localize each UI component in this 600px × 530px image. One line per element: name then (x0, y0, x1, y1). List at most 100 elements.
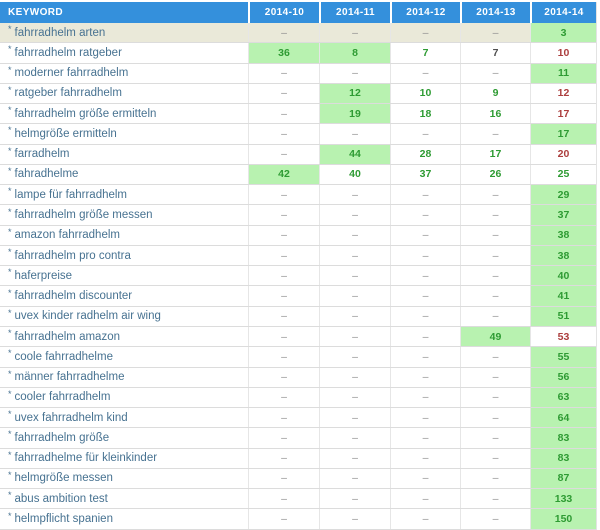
keyword-link[interactable]: * uvex fahrradhelm kind (0, 408, 248, 427)
asterisk-icon: * (8, 469, 12, 480)
asterisk-icon: * (8, 449, 12, 460)
asterisk-icon: * (8, 206, 12, 217)
rank-cell: – (248, 367, 319, 387)
keyword-label: cooler fahrradhelm (14, 391, 111, 404)
keyword-link[interactable]: * fahrradhelm arten (0, 23, 248, 43)
rank-cell: 16 (460, 104, 530, 124)
keyword-link[interactable]: * fahrradhelm pro contra (0, 246, 248, 265)
rank-cell: – (390, 245, 460, 266)
keyword-link[interactable]: * fahrradhelm größe (0, 428, 248, 447)
keyword-label: fahrradhelm ratgeber (14, 46, 122, 59)
table-row: * ratgeber fahrradhelm –12 10 9 12 (0, 83, 596, 105)
rank-cell: 55 (530, 347, 596, 367)
rank-cell: – (319, 326, 390, 347)
keyword-link[interactable]: * abus ambition test (0, 489, 248, 508)
rank-cell: 40 (530, 266, 596, 286)
column-header-2014-14[interactable]: 2014-14 (530, 2, 596, 23)
rank-cell: – (390, 347, 460, 367)
rank-cell: – (248, 104, 319, 124)
column-header-2014-11[interactable]: 2014-11 (319, 2, 390, 23)
keyword-label: fahradhelme (14, 168, 79, 181)
column-header-2014-10[interactable]: 2014-10 (248, 2, 319, 23)
rank-cell: – (319, 306, 390, 326)
asterisk-icon: * (8, 247, 12, 258)
rank-cell: – (319, 266, 390, 286)
rank-cell: – (248, 489, 319, 509)
table-row: * fahrradhelm amazon – – –49 53 (0, 326, 596, 348)
rank-cell: – (248, 266, 319, 286)
asterisk-icon: * (8, 267, 12, 278)
keyword-link[interactable]: * farradhelm (0, 145, 248, 164)
rank-cell: – (319, 185, 390, 205)
keyword-link[interactable]: * haferpreise (0, 266, 248, 285)
keyword-link[interactable]: * coole fahrradhelme (0, 347, 248, 366)
rank-cell: 29 (530, 185, 596, 205)
keyword-link[interactable]: * helmgröße messen (0, 469, 248, 488)
keyword-link[interactable]: * fahrradhelm größe messen (0, 205, 248, 224)
asterisk-icon: * (8, 24, 12, 35)
table-row: * abus ambition test – – – –133 (0, 489, 596, 510)
keyword-link[interactable]: * männer fahrradhelme (0, 368, 248, 387)
rank-cell: – (390, 387, 460, 408)
keyword-link[interactable]: * fahrradhelm ratgeber (0, 43, 248, 62)
keyword-link[interactable]: * ratgeber fahrradhelm (0, 84, 248, 103)
rank-cell: – (460, 23, 530, 43)
keyword-label: uvex kinder radhelm air wing (14, 310, 161, 323)
keyword-label: fahrradhelm pro contra (14, 249, 131, 262)
asterisk-icon: * (8, 348, 12, 359)
column-header-2014-12[interactable]: 2014-12 (390, 2, 460, 23)
rank-cell: 3 (530, 23, 596, 43)
keyword-label: fahrradhelme für kleinkinder (14, 452, 158, 465)
keyword-link[interactable]: * amazon fahrradhelm (0, 226, 248, 245)
asterisk-icon: * (8, 510, 12, 521)
rank-cell: – (319, 428, 390, 448)
keyword-link[interactable]: * fahrradhelm discounter (0, 286, 248, 305)
asterisk-icon: * (8, 105, 12, 116)
rank-cell: – (248, 286, 319, 306)
rank-cell: 83 (530, 448, 596, 468)
rank-cell: 36 (248, 43, 319, 63)
asterisk-icon: * (8, 307, 12, 318)
keyword-label: moderner fahrradhelm (14, 67, 129, 80)
rank-cell: 42 (248, 164, 319, 185)
table-row: * fahrradhelm ratgeber 36 8 7 7 10 (0, 43, 596, 64)
rank-cell: – (390, 124, 460, 144)
table-header-row: KEYWORD 2014-10 2014-11 2014-12 2014-13 … (0, 2, 596, 23)
rank-cell: – (390, 306, 460, 326)
rank-cell: – (460, 489, 530, 509)
keyword-link[interactable]: * fahradhelme (0, 165, 248, 184)
keyword-link[interactable]: * helmgröße ermitteln (0, 124, 248, 143)
rank-cell: – (319, 489, 390, 509)
rank-cell: 17 (530, 104, 596, 124)
rank-cell: – (390, 468, 460, 489)
keyword-link[interactable]: * fahrradhelme für kleinkinder (0, 449, 248, 468)
rank-cell: 133 (530, 489, 596, 509)
rank-cell: 87 (530, 468, 596, 489)
asterisk-icon: * (8, 490, 12, 501)
asterisk-icon: * (8, 84, 12, 95)
rank-cell: – (248, 124, 319, 144)
keyword-link[interactable]: * fahrradhelm amazon (0, 327, 248, 346)
rank-cell: – (319, 23, 390, 43)
rank-cell: 9 (460, 83, 530, 104)
column-header-keyword[interactable]: KEYWORD (0, 2, 248, 23)
keyword-link[interactable]: * cooler fahrradhelm (0, 388, 248, 407)
rank-cell: – (248, 408, 319, 428)
rank-cell: – (248, 245, 319, 266)
table-row: * helmpflicht spanien – – – –150 (0, 509, 596, 530)
rank-cell: 64 (530, 408, 596, 428)
column-header-2014-13[interactable]: 2014-13 (460, 2, 530, 23)
asterisk-icon: * (8, 388, 12, 399)
rank-cell: – (319, 367, 390, 387)
keyword-link[interactable]: * moderner fahrradhelm (0, 64, 248, 83)
table-body: * fahrradhelm arten – – – –3 * fahrradhelm ratg… (0, 23, 596, 530)
rank-cell: 51 (530, 306, 596, 326)
keyword-link[interactable]: * fahrradhelm größe ermitteln (0, 104, 248, 123)
keyword-link[interactable]: * uvex kinder radhelm air wing (0, 307, 248, 326)
rank-cell: 11 (530, 63, 596, 83)
keyword-link[interactable]: * helmpflicht spanien (0, 509, 248, 528)
rank-cell: 38 (530, 225, 596, 245)
rank-cell: 10 (530, 43, 596, 63)
rank-cell: – (460, 408, 530, 428)
keyword-link[interactable]: * lampe für fahrradhelm (0, 185, 248, 204)
